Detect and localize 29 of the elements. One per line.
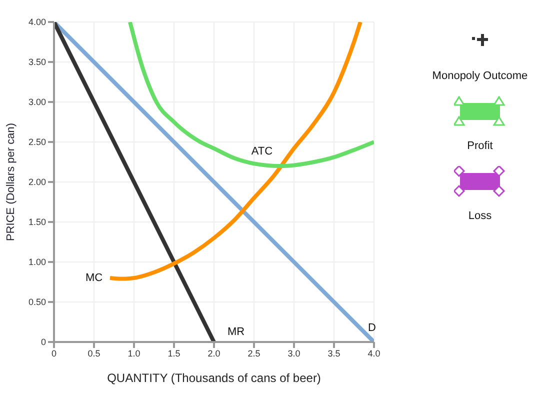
y-tick-label: 2.00 [28,177,46,188]
y-tick-label: 3.50 [28,57,46,68]
y-tick-label: 4.00 [28,17,46,28]
x-tick-label: 0.5 [88,348,100,358]
series-label: MC [85,272,103,284]
y-tick-label: 2.50 [28,137,46,148]
y-tick-label: 0 [40,337,46,348]
y-tick-label: 1.50 [28,217,46,228]
line-series [128,22,374,168]
x-axis-title: QUANTITY (Thousands of cans of beer) [107,371,321,385]
text: Profit [466,140,494,152]
x-tick-label: 1.0 [128,348,140,358]
x-tick-label: 4.0 [368,348,380,358]
line-series [108,22,362,281]
y-axis-title: PRICE (Dollars per can) [4,123,17,241]
x-tick-label: 2.5 [248,348,260,358]
x-tick-label: 3.0 [288,348,300,358]
y-tick-label: 1.00 [28,257,46,268]
text: Monopoly Outcome [431,70,529,82]
text: Loss [467,210,493,222]
series-label: D [368,322,376,334]
y-tick-label: 3.00 [28,97,46,108]
x-tick-label: 2.0 [208,348,220,358]
x-tick-label: 1.5 [168,348,180,358]
x-tick-label: 3.5 [328,348,340,358]
series-label: ATC [251,146,273,158]
y-tick-label: 0.50 [28,297,46,308]
x-tick-label: 0 [51,348,57,358]
series-label: MR [227,326,245,338]
